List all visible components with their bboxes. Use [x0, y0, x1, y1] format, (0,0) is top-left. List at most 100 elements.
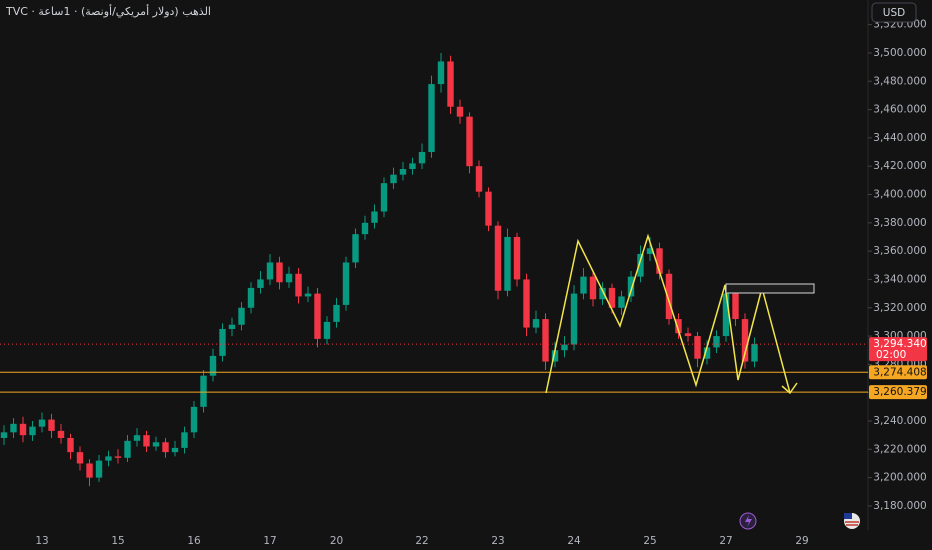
y-tick-label: 3,500.000	[873, 47, 926, 59]
candle-body	[542, 319, 549, 362]
candle-body	[694, 336, 701, 359]
candle-body	[29, 426, 36, 436]
candle-body	[38, 419, 46, 427]
y-tick-label: 3,380.000	[873, 217, 926, 229]
x-tick-label: 20	[330, 535, 343, 547]
x-tick-label: 17	[263, 535, 276, 547]
arrow-head	[781, 382, 798, 395]
candle-body	[589, 276, 597, 300]
flag-canton	[844, 513, 852, 519]
y-tick-label: 3,200.000	[873, 472, 926, 484]
candle-body	[124, 440, 131, 458]
bar-countdown: 02:00	[876, 349, 906, 361]
candle-body	[86, 463, 93, 478]
candle-body	[352, 234, 359, 263]
y-tick-label: 3,420.000	[873, 160, 926, 172]
x-tick-label: 15	[111, 535, 124, 547]
candle-body	[561, 344, 568, 351]
candle-body	[399, 169, 407, 175]
candle-body	[209, 355, 217, 376]
candle-body	[485, 191, 492, 226]
candle-body	[713, 336, 720, 348]
candle-body	[466, 116, 473, 167]
level-label-box	[869, 385, 927, 400]
y-tick-label: 3,320.000	[873, 302, 926, 314]
plot	[0, 52, 868, 487]
x-tick-label: 13	[35, 535, 48, 547]
candle-body	[599, 287, 606, 300]
price-axis: 3,180.000 3,200.000 3,220.000 3,240.000 3,26…	[35, 19, 927, 547]
chart-title: TVC · الذهب (دولار أمريكي/أونصة) · 1ساعة	[5, 4, 211, 18]
candle-body	[732, 293, 739, 320]
candle-body	[257, 279, 264, 288]
candle-body	[361, 222, 369, 235]
currency-button[interactable]	[871, 2, 917, 23]
candle-body	[171, 447, 179, 453]
y-tick-label: 3,480.000	[873, 75, 926, 87]
candle-body	[570, 293, 578, 345]
candle-body	[219, 328, 226, 356]
candle-body	[627, 276, 635, 297]
candle-body	[447, 61, 454, 107]
candle-body	[703, 347, 711, 359]
currency-label[interactable]: USD	[883, 7, 905, 19]
last-price-box	[869, 337, 927, 362]
candle-body	[741, 319, 749, 362]
candle-body	[532, 319, 540, 328]
x-tick-label: 22	[415, 535, 428, 547]
y-tick-label: 3,180.000	[873, 500, 926, 512]
candle-body	[247, 287, 255, 308]
candle-body	[456, 106, 464, 117]
level-label: 3,274.408	[873, 366, 926, 378]
x-tick-label: 27	[719, 535, 732, 547]
candle-body	[551, 350, 559, 362]
candle-body	[523, 279, 530, 328]
candle-body	[580, 276, 587, 294]
y-tick-label: 3,240.000	[873, 415, 926, 427]
candle-body	[276, 262, 283, 283]
candle-body	[48, 419, 55, 431]
candle-body	[608, 287, 616, 308]
y-tick-label: 3,440.000	[873, 132, 926, 144]
candle-body	[722, 293, 730, 337]
candle-body	[323, 321, 331, 339]
y-tick-label: 3,400.000	[873, 189, 926, 201]
x-tick-label: 29	[795, 535, 808, 547]
candle-body	[390, 174, 397, 184]
rectangle-drawing	[725, 283, 815, 294]
level-label-box	[869, 365, 927, 380]
candle-body	[143, 435, 150, 447]
candle-body	[380, 183, 388, 212]
candle-body	[504, 236, 511, 291]
candle-body	[0, 432, 8, 438]
x-tick-label: 16	[187, 535, 201, 547]
candle-body	[152, 442, 160, 447]
candle-body	[67, 437, 74, 453]
candle-body	[266, 262, 274, 280]
candle-body	[513, 236, 521, 280]
candle-body	[19, 423, 27, 436]
candle-body	[200, 375, 207, 407]
x-tick-label: 25	[643, 535, 656, 547]
candle-body	[95, 460, 103, 478]
candle-body	[228, 324, 236, 329]
candle-body	[684, 333, 692, 337]
candle-body	[656, 248, 663, 274]
y-tick-label: 3,460.000	[873, 104, 926, 116]
y-tick-label: 3,360.000	[873, 245, 926, 257]
candle-body	[618, 296, 625, 308]
x-tick-label: 23	[491, 535, 504, 547]
candle-body	[295, 273, 302, 297]
candle-body	[428, 84, 435, 153]
candle-body	[162, 442, 169, 453]
candle-body	[10, 423, 17, 433]
candle-body	[57, 430, 65, 438]
candle-body	[475, 166, 483, 192]
last-price-label: 3,294.340	[873, 338, 926, 350]
candle-body	[494, 225, 502, 291]
candle-body	[181, 432, 188, 448]
candle-body	[238, 307, 245, 325]
lightning-icon	[745, 515, 752, 527]
